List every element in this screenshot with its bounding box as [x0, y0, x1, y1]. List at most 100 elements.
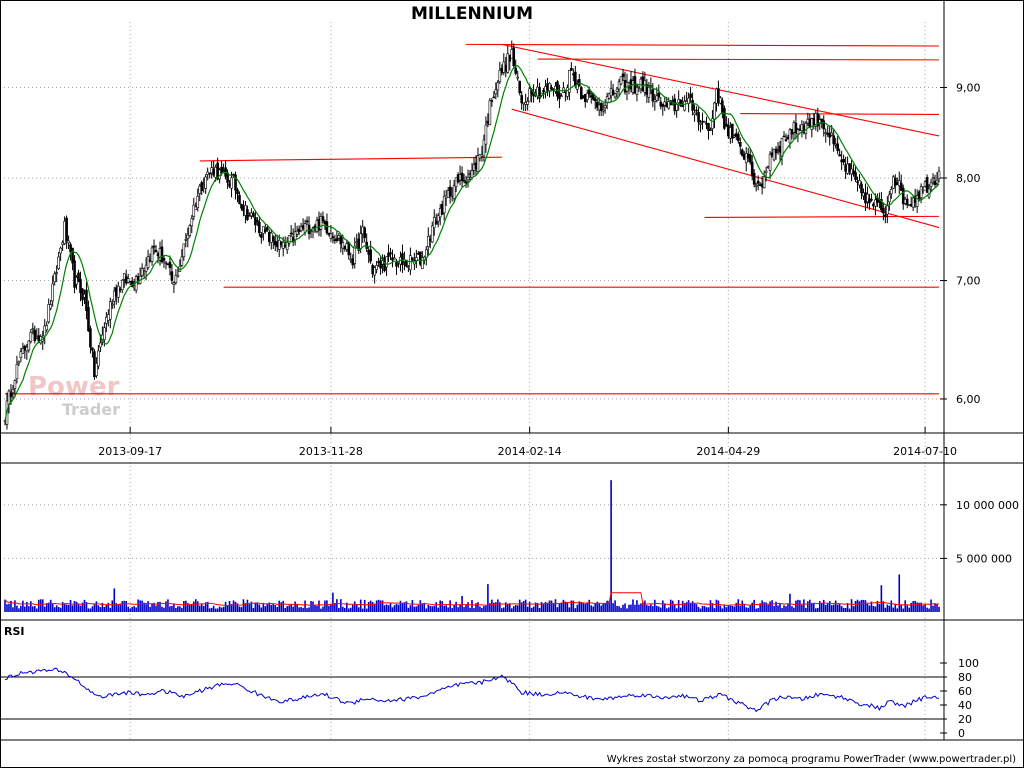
candle-body — [738, 141, 742, 147]
volume-bar — [107, 602, 110, 612]
volume-bar — [26, 602, 28, 612]
volume-bar — [304, 600, 306, 612]
volume-bar — [598, 603, 600, 612]
volume-bar — [77, 603, 80, 612]
volume-bar — [795, 600, 797, 612]
volume-bar — [501, 608, 503, 612]
volume-bar — [860, 599, 863, 612]
candle-body — [21, 348, 25, 354]
candle-body — [140, 268, 144, 276]
candle-body — [421, 257, 424, 270]
rsi-tick-label-0: 0 — [958, 727, 965, 740]
candle-body — [466, 176, 470, 181]
volume-bar — [904, 600, 907, 612]
candle-body — [299, 226, 303, 232]
volume-bar — [701, 605, 704, 612]
candle-body — [49, 304, 53, 309]
price-trendlines — [4, 43, 940, 395]
candle-body — [756, 180, 760, 184]
candle-body — [194, 206, 198, 211]
candle-body — [884, 214, 887, 218]
volume-bar — [71, 605, 74, 612]
volume-bar — [228, 600, 231, 612]
volume-bar — [431, 606, 434, 612]
volume-bar — [936, 604, 938, 612]
volume-bar — [665, 608, 668, 612]
volume-bar — [310, 601, 312, 612]
candle-body — [870, 198, 873, 201]
volume-bar — [491, 599, 493, 612]
candle-body — [782, 135, 786, 138]
rsi-tick-label-2: 40 — [958, 699, 972, 712]
volume-bar — [276, 606, 279, 612]
candle-body — [103, 327, 106, 340]
volume-bar — [296, 604, 298, 612]
volume-bar — [389, 603, 392, 612]
volume-bar — [47, 602, 50, 612]
candle-body — [341, 242, 345, 249]
candle-body — [935, 179, 939, 184]
volume-bar — [870, 601, 873, 612]
volume-bar — [918, 602, 920, 612]
volume-bar — [254, 602, 257, 612]
volume-bar — [713, 608, 716, 612]
trendline-4 — [537, 58, 940, 61]
candle-body — [204, 176, 208, 189]
volume-bar — [818, 601, 821, 612]
trendline-5 — [740, 113, 940, 116]
footer-credit: Wykres został stworzony za pomocą progra… — [607, 754, 1016, 765]
candle-body — [613, 93, 617, 98]
volume-bar — [487, 584, 489, 612]
candle-body — [331, 236, 335, 239]
volume-bar — [95, 601, 98, 612]
candle-body — [764, 170, 768, 173]
candle-body — [182, 243, 186, 258]
volume-bar — [115, 603, 118, 612]
candle-body — [498, 70, 502, 82]
candle-body — [661, 104, 665, 107]
candle-body — [615, 88, 619, 92]
volume-bar — [671, 600, 674, 612]
watermark-logo: Power Trader — [28, 372, 120, 419]
candle-body — [160, 246, 164, 263]
volume-bar — [916, 602, 918, 612]
candle-body — [635, 87, 639, 95]
candle-body — [699, 122, 702, 125]
candle-body — [476, 155, 480, 172]
volume-bar — [135, 607, 137, 612]
candle-body — [387, 252, 390, 257]
candle-body — [13, 380, 17, 389]
volume-bar — [685, 602, 688, 612]
candle-body — [230, 177, 233, 189]
volume-bar — [143, 602, 145, 612]
candle-body — [190, 218, 194, 227]
volume-bar — [93, 604, 96, 612]
rsi-line — [4, 667, 940, 713]
candle-body — [570, 67, 573, 71]
volume-bar — [336, 599, 338, 612]
watermark-power: Power — [28, 372, 120, 402]
volume-bar — [650, 604, 652, 612]
candle-body — [593, 98, 597, 102]
volume-bar — [584, 603, 587, 612]
volume-bar — [799, 600, 801, 612]
volume-bar — [715, 599, 718, 612]
volume-bar — [161, 606, 163, 612]
candle-body — [752, 172, 756, 185]
candle-body — [462, 179, 466, 182]
volume-bar — [16, 605, 18, 612]
volume-bar — [45, 603, 48, 612]
volume-bar — [481, 607, 483, 612]
volume-bar — [447, 607, 449, 612]
candle-body — [748, 154, 752, 163]
candle-body — [905, 198, 909, 206]
volume-bar — [409, 605, 412, 612]
volume-bar — [232, 600, 235, 612]
volume-bar — [797, 599, 799, 612]
volume-bar — [836, 604, 839, 612]
volume-bar — [596, 601, 598, 612]
volume-bar — [554, 599, 557, 612]
volume-bar — [890, 600, 893, 612]
volume-bar — [59, 607, 62, 612]
volume-bar — [902, 608, 905, 612]
